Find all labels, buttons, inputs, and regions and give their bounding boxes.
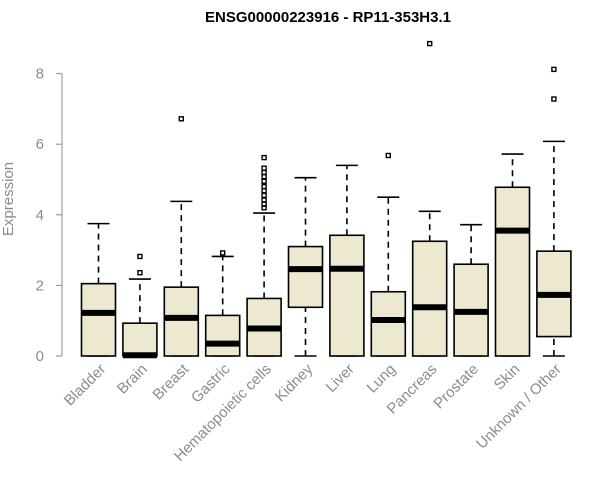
outlier-point — [261, 192, 267, 199]
outlier-point — [261, 165, 267, 171]
outlier-point — [261, 197, 267, 203]
box-iqr — [287, 245, 324, 309]
box-iqr — [204, 314, 241, 357]
x-tick-label: Skin — [491, 361, 524, 394]
box-group — [80, 222, 117, 357]
box-group — [536, 66, 572, 357]
x-tick-label: Prostate — [430, 361, 482, 413]
y-tick-label: 0 — [36, 348, 44, 365]
outlier-point — [137, 253, 143, 260]
outlier-point — [261, 173, 267, 180]
x-tick-label: Breast — [149, 360, 192, 403]
box-group — [494, 153, 531, 357]
outlier-point — [219, 250, 226, 256]
box-iqr — [80, 282, 117, 357]
box-iqr — [370, 290, 407, 357]
x-tick-label: Liver — [323, 361, 358, 396]
box-group — [287, 176, 324, 357]
outlier-point — [261, 169, 267, 176]
outlier-point — [261, 183, 267, 190]
y-tick-label: 2 — [36, 277, 44, 294]
boxes-layer — [80, 40, 572, 359]
chart-title: ENSG00000223916 - RP11-353H3.1 — [205, 9, 451, 26]
box-iqr — [163, 286, 200, 357]
outlier-point — [551, 96, 557, 102]
box-iqr — [329, 234, 365, 357]
outlier-point — [178, 116, 185, 122]
y-axis-label: Expression — [0, 162, 17, 236]
box-iqr — [494, 186, 531, 357]
box-group — [370, 152, 407, 357]
x-tick-label: Brain — [114, 361, 151, 398]
y-tick-label: 8 — [36, 66, 44, 83]
box-group — [122, 253, 158, 359]
y-axis: 0 2 4 6 8 — [36, 66, 63, 365]
box-group — [453, 223, 489, 357]
outlier-point — [385, 152, 391, 159]
outlier-point — [427, 40, 433, 47]
box-group — [329, 164, 365, 357]
box-iqr — [122, 322, 158, 357]
box-iqr — [411, 240, 448, 357]
outlier-point — [551, 66, 557, 73]
y-tick-label: 6 — [36, 136, 44, 153]
outlier-point — [261, 188, 267, 194]
outlier-point — [261, 178, 267, 184]
x-tick-label: Kidney — [272, 360, 317, 405]
outlier-point — [137, 269, 143, 276]
box-group — [246, 154, 282, 357]
outlier-point — [261, 154, 267, 161]
box-group — [411, 40, 448, 357]
outlier-point — [261, 201, 267, 207]
x-tick-label: Lung — [364, 361, 400, 397]
y-tick-label: 4 — [36, 207, 44, 224]
box-group — [163, 116, 200, 357]
box-group — [204, 250, 241, 357]
x-tick-label: Bladder — [61, 361, 110, 410]
